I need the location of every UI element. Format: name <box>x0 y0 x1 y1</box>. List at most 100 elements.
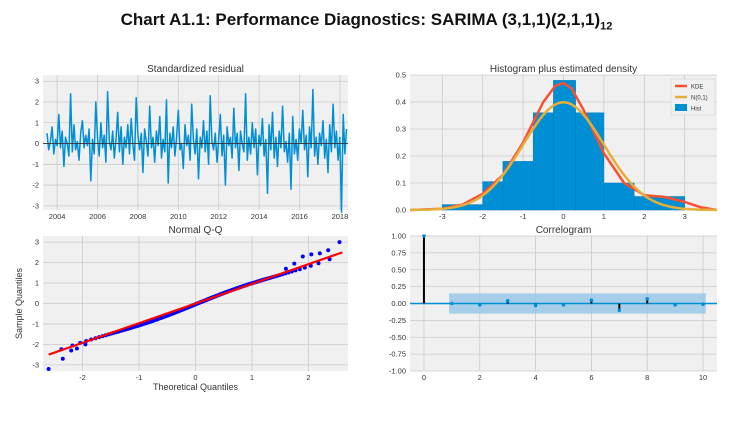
qq-x-tick-label: -2 <box>79 373 86 382</box>
qq-point <box>309 252 314 257</box>
correlogram-y-tick-label: -0.25 <box>389 316 406 325</box>
qq-y-tick-label: 2 <box>35 258 39 267</box>
residual-x-tick-label: 2006 <box>89 212 106 221</box>
acf-marker <box>450 301 454 306</box>
histogram-x-tick-label: 1 <box>602 212 606 221</box>
histogram-bar <box>553 80 576 211</box>
qq-point <box>292 261 297 266</box>
qq-point <box>317 251 322 256</box>
qq-point <box>300 254 305 259</box>
qq-y-tick-label: 1 <box>35 279 39 288</box>
correlogram-y-tick-label: 1.00 <box>391 232 406 241</box>
histogram-x-tick-label: 2 <box>642 212 646 221</box>
qq-point <box>60 356 65 361</box>
correlogram-y-tick-label: -0.50 <box>389 333 406 342</box>
acf-marker <box>701 302 705 306</box>
acf-marker <box>505 299 510 303</box>
kde-curve <box>409 81 718 212</box>
histogram-y-tick-label: 0.4 <box>396 98 406 107</box>
residual-x-tick-label: 2014 <box>251 212 268 221</box>
acf-marker <box>673 303 677 307</box>
acf-marker <box>645 296 650 301</box>
residual-x-tick-label: 2018 <box>332 212 349 221</box>
histogram-y-tick-label: 0.1 <box>396 179 406 188</box>
residual-x-tick-label: 2008 <box>130 212 147 221</box>
qq-point <box>46 367 51 371</box>
qq-y-tick-label: -1 <box>32 319 39 328</box>
qq-y-tick-label: -3 <box>32 360 39 369</box>
residual-y-tick-label: 2 <box>35 98 39 107</box>
qq-point <box>74 346 79 351</box>
residual-y-tick-label: 3 <box>35 77 39 86</box>
correlogram-y-tick-label: -1.00 <box>389 367 406 376</box>
acf-marker <box>617 308 622 313</box>
qq-point <box>337 240 342 245</box>
histogram-x-tick-label: -2 <box>479 212 486 221</box>
qq-y-tick-label: 3 <box>35 238 39 247</box>
acf-marker <box>477 303 482 307</box>
histogram-x-tick-label: -1 <box>520 212 527 221</box>
qq-y-tick-label: 0 <box>35 299 39 308</box>
qq-x-axis-label: Theoretical Quantiles <box>153 382 239 392</box>
acf-marker <box>589 298 594 302</box>
acf-marker <box>561 303 566 307</box>
qq-x-tick-label: 1 <box>250 373 254 382</box>
correlogram-x-tick-label: 10 <box>699 373 707 382</box>
histogram-panel-title: Histogram plus estimated density <box>490 64 637 75</box>
qq-point <box>326 248 331 253</box>
legend-label: Hist <box>691 107 702 113</box>
correlogram-y-tick-label: 0.25 <box>391 282 406 291</box>
qq-point <box>283 266 288 271</box>
chart-title-text: Chart A1.1: Performance Diagnostics: SAR… <box>120 10 601 29</box>
residual-y-tick-label: -3 <box>32 201 39 210</box>
acf-marker <box>422 234 426 238</box>
correlogram-x-tick-label: 2 <box>478 373 482 382</box>
residual-y-tick-label: -1 <box>32 160 39 169</box>
residual-y-tick-label: 0 <box>35 139 39 148</box>
correlogram-y-tick-label: -0.75 <box>389 350 406 359</box>
chart-title: Chart A1.1: Performance Diagnostics: SAR… <box>0 10 733 32</box>
histogram-x-tick-label: 3 <box>683 212 687 221</box>
correlogram-panel-title: Correlogram <box>536 225 592 236</box>
correlogram-y-tick-label: 0.50 <box>391 265 406 274</box>
residual-x-tick-label: 2016 <box>291 212 308 221</box>
residual-x-tick-label: 2010 <box>170 212 187 221</box>
histogram-bar <box>532 112 554 211</box>
qq-point <box>69 348 74 353</box>
legend-label: N(0,1) <box>691 96 708 102</box>
qq-panel-title: Normal Q-Q <box>169 225 223 236</box>
histogram-y-tick-label: 0.3 <box>396 125 406 134</box>
residual-series-line <box>46 88 348 213</box>
chart-title-subscript: 12 <box>600 20 613 33</box>
correlogram-x-tick-label: 8 <box>645 373 649 382</box>
residual-y-tick-label: 1 <box>35 118 39 127</box>
histogram-y-tick-label: 0.5 <box>396 71 406 80</box>
correlogram-y-tick-label: 0.75 <box>391 248 406 257</box>
histogram-y-tick-label: 0.0 <box>396 206 406 215</box>
qq-point <box>316 261 321 266</box>
residual-x-tick-label: 2012 <box>210 212 227 221</box>
qq-x-tick-label: 2 <box>306 373 310 382</box>
correlogram-x-tick-label: 4 <box>534 373 538 382</box>
correlogram-x-tick-label: 6 <box>589 373 593 382</box>
histogram-x-tick-label: 0 <box>561 212 565 221</box>
acf-marker <box>533 303 538 308</box>
qq-y-tick-label: -2 <box>32 340 39 349</box>
residual-panel-title: Standardized residual <box>147 64 244 75</box>
normal-density-curve <box>410 101 717 212</box>
qq-x-tick-label: -1 <box>136 373 143 382</box>
histogram-bar <box>575 112 605 211</box>
qq-x-tick-label: 0 <box>193 373 197 382</box>
residual-x-tick-label: 2004 <box>49 212 66 221</box>
qq-point <box>83 342 88 347</box>
correlogram-x-tick-label: 0 <box>422 373 426 382</box>
correlogram-y-tick-label: 0.00 <box>391 299 406 308</box>
qq-reference-line <box>48 251 343 356</box>
histogram-y-tick-label: 0.2 <box>396 152 406 161</box>
legend-label: KDE <box>691 85 703 91</box>
legend-swatch <box>675 104 687 111</box>
qq-y-axis-label: Sample Quantiles <box>14 267 24 339</box>
residual-y-tick-label: -2 <box>32 181 39 190</box>
histogram-x-tick-label: -3 <box>439 212 446 221</box>
